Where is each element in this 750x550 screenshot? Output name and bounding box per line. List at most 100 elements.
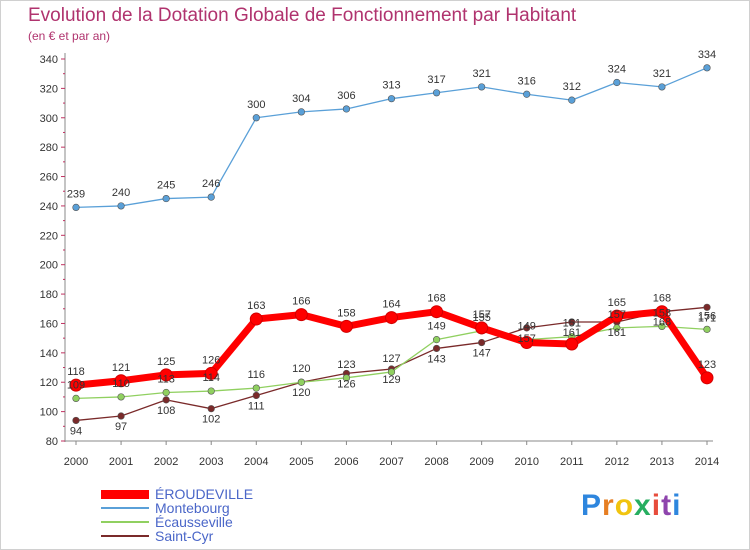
data-point [655,305,669,319]
legend-label: Montebourg [155,500,230,516]
data-point [207,193,215,201]
x-tick-label: 2004 [244,456,268,468]
legend-swatch [101,535,149,537]
y-tick-label: 280 [40,142,58,154]
data-label: 161 [608,327,626,339]
x-tick-label: 2002 [154,456,178,468]
x-tick-label: 2007 [379,456,403,468]
legend-swatch [101,521,149,523]
x-tick-label: 2014 [695,456,719,468]
series--roudeville [69,305,714,392]
x-tick-label: 2005 [289,456,313,468]
data-label: 114 [202,372,220,384]
data-label: 171 [698,312,716,324]
data-label: 306 [337,90,355,102]
data-label: 157 [608,309,626,321]
data-point [658,322,666,331]
data-label: 161 [563,327,581,339]
x-tick-label: 2013 [650,456,674,468]
y-tick-label: 140 [40,348,58,360]
data-label: 163 [247,300,265,312]
y-tick-label: 120 [40,377,58,389]
y-tick-label: 340 [40,54,58,66]
x-tick-label: 2009 [469,456,493,468]
data-point [658,83,666,91]
data-label: 118 [67,366,85,378]
data-point [339,319,353,333]
logo-letter: P [581,489,603,522]
data-point [703,303,711,311]
data-point [430,305,444,319]
x-tick-label: 2006 [334,456,358,468]
data-label: 149 [427,321,445,333]
data-point [72,416,80,425]
data-point [703,325,711,333]
data-point [700,371,714,385]
y-tick-label: 260 [40,172,58,184]
data-label: 123 [698,359,716,371]
data-label: 120 [292,387,310,399]
data-label: 126 [202,354,220,366]
data-point [523,90,531,98]
data-label: 111 [248,400,265,412]
chart-title: Evolution de la Dotation Globale de Fonc… [28,5,577,26]
data-point [294,308,308,322]
y-tick-label: 220 [40,230,58,242]
data-point [252,391,260,400]
data-point [117,412,125,420]
data-point [478,338,486,347]
data-point [159,368,173,382]
legend-item: Écausseville [101,515,253,529]
y-tick-label: 160 [40,318,58,330]
data-point [610,309,624,323]
data-label: 110 [112,378,130,390]
y-tick-label: 300 [40,113,58,125]
data-label: 156 [698,310,716,322]
series-montebourg [72,64,711,211]
data-point [432,336,441,344]
y-tick-label: 80 [46,436,58,448]
legend-item: Saint-Cyr [101,529,253,543]
data-label: 157 [518,333,536,345]
data-point [249,312,263,326]
data-point [204,366,218,380]
data-label: 108 [157,405,175,417]
data-point [297,378,305,386]
data-label: 155 [472,312,490,324]
data-point [252,114,260,122]
data-point [432,89,441,97]
data-label: 126 [337,378,355,390]
data-point [703,64,711,72]
x-tick-label: 2001 [109,456,133,468]
data-label: 166 [292,296,310,308]
data-label: 312 [563,81,581,93]
data-point [297,108,305,116]
data-label: 240 [112,187,130,199]
proxiti-logo: Proxiti [581,489,681,523]
data-label: 94 [70,425,82,437]
data-point [568,96,576,104]
x-tick-label: 2008 [424,456,448,468]
y-tick-label: 180 [40,289,58,301]
x-tick-label: 2003 [199,456,223,468]
x-tick-label: 2010 [514,456,538,468]
data-label: 334 [698,49,716,61]
legend-swatch [101,507,149,509]
legend-item: ÉROUDEVILLE [101,487,253,501]
data-label: 168 [653,293,671,305]
data-label: 164 [382,299,400,311]
data-label: 147 [472,348,490,360]
data-label: 168 [427,293,445,305]
data-point [478,83,486,91]
data-point [520,336,534,350]
data-label: 127 [382,353,400,365]
data-label: 109 [67,379,85,391]
data-label: 245 [157,180,175,192]
x-tick-label: 2000 [64,456,88,468]
data-label: 246 [202,178,220,190]
data-point [432,344,441,353]
chart-subtitle: (en € et par an) [28,29,111,43]
data-label: 143 [427,353,445,365]
data-label: 304 [292,93,310,105]
